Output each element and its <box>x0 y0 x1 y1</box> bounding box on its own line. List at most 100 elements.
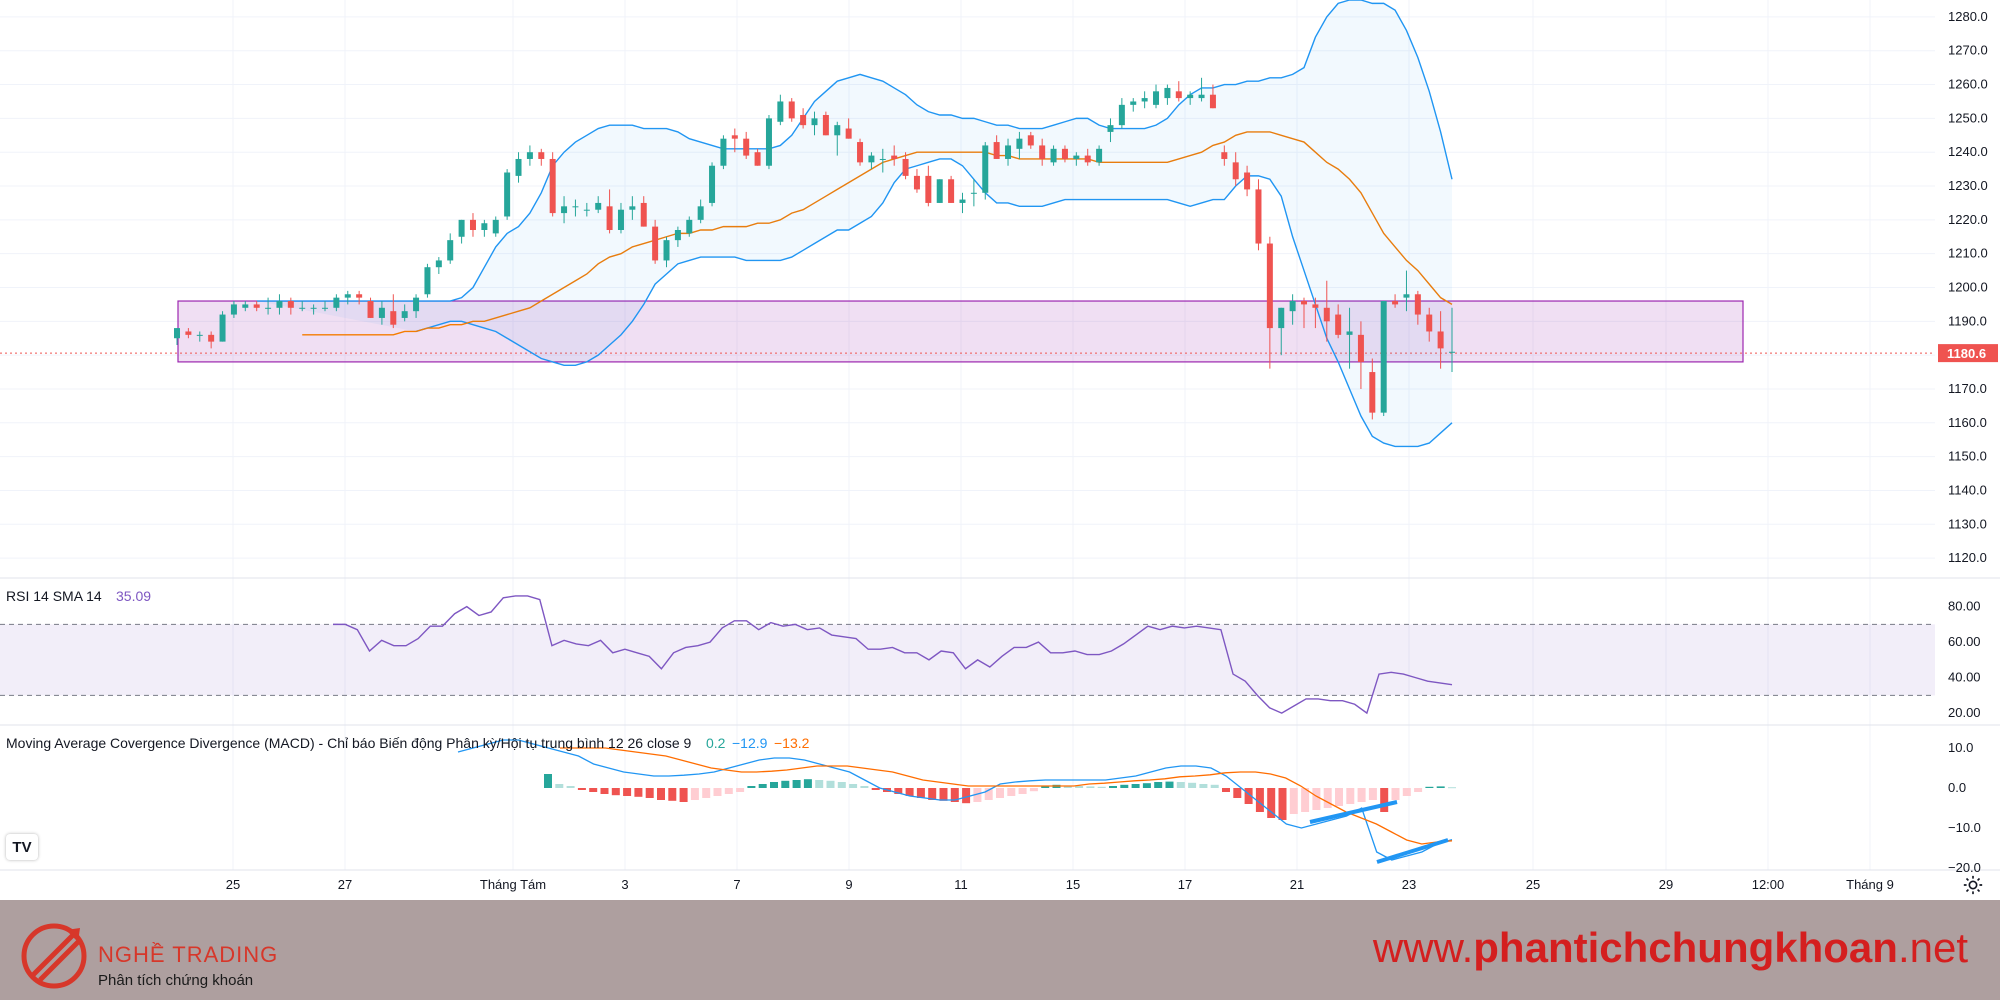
candle-body <box>321 307 328 309</box>
url-prefix: www. <box>1372 924 1474 971</box>
macd-histogram-bar <box>1097 786 1106 788</box>
candle-body <box>1005 145 1012 159</box>
site-url[interactable]: www.phantichchungkhoan.net <box>1373 924 1968 972</box>
candle-body <box>1392 301 1399 305</box>
candle-body <box>424 267 431 295</box>
macd-histogram-bar <box>849 784 858 788</box>
price-tick-label: 1150.0 <box>1948 449 1987 464</box>
candle-body <box>1323 307 1330 322</box>
candle-body <box>549 158 556 214</box>
macd-histogram-bar <box>1109 786 1117 788</box>
rsi-tick-label: 40.00 <box>1948 670 1981 685</box>
candle-body <box>1266 243 1273 329</box>
candle-body <box>538 152 545 159</box>
price-tick-label: 1220.0 <box>1948 212 1988 227</box>
candle-body <box>686 219 693 234</box>
candle-body <box>982 145 989 193</box>
candle-body <box>1164 87 1171 99</box>
macd-histogram-bar <box>1120 784 1129 788</box>
macd-histogram-bar <box>871 788 880 790</box>
candle-body <box>1437 331 1444 349</box>
time-tick-label: 9 <box>845 877 852 892</box>
time-tick-label: 15 <box>1066 877 1080 892</box>
candle-body <box>1426 314 1433 332</box>
macd-histogram-bar <box>1368 788 1377 800</box>
candle-body <box>1153 91 1160 105</box>
macd-histogram-bar <box>996 788 1004 798</box>
candle-body <box>731 135 738 139</box>
candle-body <box>913 175 920 190</box>
macd-histogram-bar <box>1233 788 1242 798</box>
time-tick-label: 27 <box>338 877 352 892</box>
candle-body <box>1449 351 1455 353</box>
candle-body <box>1027 135 1034 146</box>
macd-legend-title: Moving Average Covergence Divergence (MA… <box>6 735 692 751</box>
candle-body <box>276 301 283 308</box>
macd-histogram-bar <box>1131 784 1140 788</box>
candle-body <box>879 158 886 160</box>
candle-body <box>1096 148 1103 163</box>
macd-legend-macd: −12.9 <box>732 735 768 751</box>
macd-histogram-bar <box>577 788 586 790</box>
candle-body <box>469 219 476 230</box>
candle-body <box>356 294 363 298</box>
bollinger-bands <box>256 0 1453 448</box>
candle-body <box>970 192 977 194</box>
candle-body <box>1039 145 1046 159</box>
macd-histogram-bar <box>962 788 971 804</box>
candle-body <box>788 101 795 119</box>
macd-histogram-bar <box>736 788 745 792</box>
macd-legend-hist: 0.2 <box>706 735 726 751</box>
macd-histogram-bar <box>702 788 711 798</box>
time-tick-label: 25 <box>1526 877 1540 892</box>
candle-body <box>447 240 454 261</box>
macd-histogram-bar <box>770 782 778 788</box>
candle-body <box>925 175 932 203</box>
gear-icon[interactable] <box>1962 874 1984 896</box>
candle-body <box>253 304 260 308</box>
signal-line <box>560 747 1453 845</box>
candle-body <box>378 307 385 318</box>
candle-body <box>208 334 215 342</box>
candle-body <box>1335 314 1342 335</box>
candle-body <box>606 206 613 230</box>
candle-body <box>834 125 841 136</box>
time-tick-label: 23 <box>1402 877 1416 892</box>
macd-histogram-bar <box>1041 786 1050 788</box>
candle-body <box>1175 91 1182 99</box>
macd-histogram-bar <box>668 788 677 801</box>
macd-histogram-bar <box>1448 787 1456 789</box>
chart-canvas[interactable]: 1120.01130.01140.01150.01160.01170.01180… <box>0 0 2000 900</box>
macd-histogram-bar <box>826 780 835 788</box>
candle-body <box>265 307 272 309</box>
candle-body <box>595 202 602 210</box>
macd-histogram-bar <box>1301 788 1310 812</box>
macd-histogram-bar <box>1176 782 1185 788</box>
macd-histogram-bar <box>1425 786 1434 788</box>
price-axis[interactable]: 1120.0 1130.0 1140.0 1150.0 1160.0 1170.0 1180… <box>1938 9 1998 565</box>
macd-tick-label: −10.0 <box>1948 820 1981 835</box>
macd-histogram-bar <box>747 786 756 788</box>
candle-body <box>344 294 351 298</box>
macd-histogram-bar <box>1357 788 1366 802</box>
time-axis[interactable]: 25 27 Tháng Tám 3 7 9 11 15 17 21 23 25 29 12:00 Tháng… <box>226 877 1894 892</box>
macd-histogram-bar <box>1199 784 1208 788</box>
macd-histogram-bar <box>1063 785 1072 788</box>
candle-body <box>481 223 488 230</box>
candle-body <box>242 304 249 308</box>
macd-histogram-bar <box>939 788 948 801</box>
candle-body <box>1380 301 1387 413</box>
macd-histogram-bar <box>1391 788 1400 800</box>
candle-body <box>1414 294 1421 315</box>
macd-histogram-bar <box>1029 788 1038 792</box>
macd-histogram-bar <box>623 788 632 796</box>
candle-body <box>902 158 909 176</box>
candles <box>174 77 1455 420</box>
candle-body <box>299 307 306 309</box>
macd-histogram-bar <box>1414 788 1423 792</box>
tradingview-logo[interactable]: TV <box>6 834 38 860</box>
candle-body <box>1107 125 1114 132</box>
candle-body <box>1312 304 1319 308</box>
time-tick-label: 17 <box>1178 877 1192 892</box>
candle-body <box>1209 94 1216 109</box>
